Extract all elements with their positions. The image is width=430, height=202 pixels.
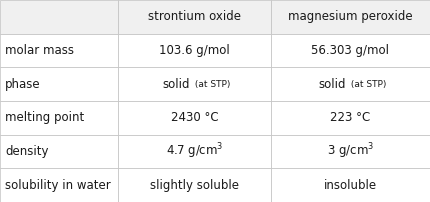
Text: molar mass: molar mass — [5, 44, 74, 57]
Bar — [0, 101, 118, 135]
Bar — [118, 168, 271, 202]
Bar — [271, 168, 430, 202]
Text: density: density — [5, 145, 49, 158]
Text: 3 g/cm$^3$: 3 g/cm$^3$ — [327, 142, 374, 161]
Bar — [118, 34, 271, 67]
Text: 223 °C: 223 °C — [330, 111, 371, 124]
Text: melting point: melting point — [5, 111, 84, 124]
Text: phase: phase — [5, 78, 41, 91]
Text: slightly soluble: slightly soluble — [150, 179, 239, 192]
Bar — [0, 168, 118, 202]
Bar — [271, 135, 430, 168]
Text: 103.6 g/mol: 103.6 g/mol — [159, 44, 230, 57]
Text: (at STP): (at STP) — [348, 80, 387, 89]
Bar — [118, 0, 271, 34]
Text: insoluble: insoluble — [324, 179, 377, 192]
Bar — [271, 67, 430, 101]
Bar — [118, 67, 271, 101]
Bar — [271, 101, 430, 135]
Bar — [0, 34, 118, 67]
Text: 4.7 g/cm$^3$: 4.7 g/cm$^3$ — [166, 142, 223, 161]
Text: solubility in water: solubility in water — [5, 179, 111, 192]
Text: 2430 °C: 2430 °C — [171, 111, 218, 124]
Text: strontium oxide: strontium oxide — [148, 10, 241, 23]
Bar — [271, 34, 430, 67]
Text: 56.303 g/mol: 56.303 g/mol — [311, 44, 390, 57]
Bar — [0, 67, 118, 101]
Text: solid: solid — [319, 78, 346, 91]
Bar — [118, 135, 271, 168]
Bar — [271, 0, 430, 34]
Text: magnesium peroxide: magnesium peroxide — [288, 10, 413, 23]
Text: (at STP): (at STP) — [193, 80, 231, 89]
Bar — [0, 135, 118, 168]
Bar — [0, 0, 118, 34]
Text: solid: solid — [163, 78, 190, 91]
Bar — [118, 101, 271, 135]
